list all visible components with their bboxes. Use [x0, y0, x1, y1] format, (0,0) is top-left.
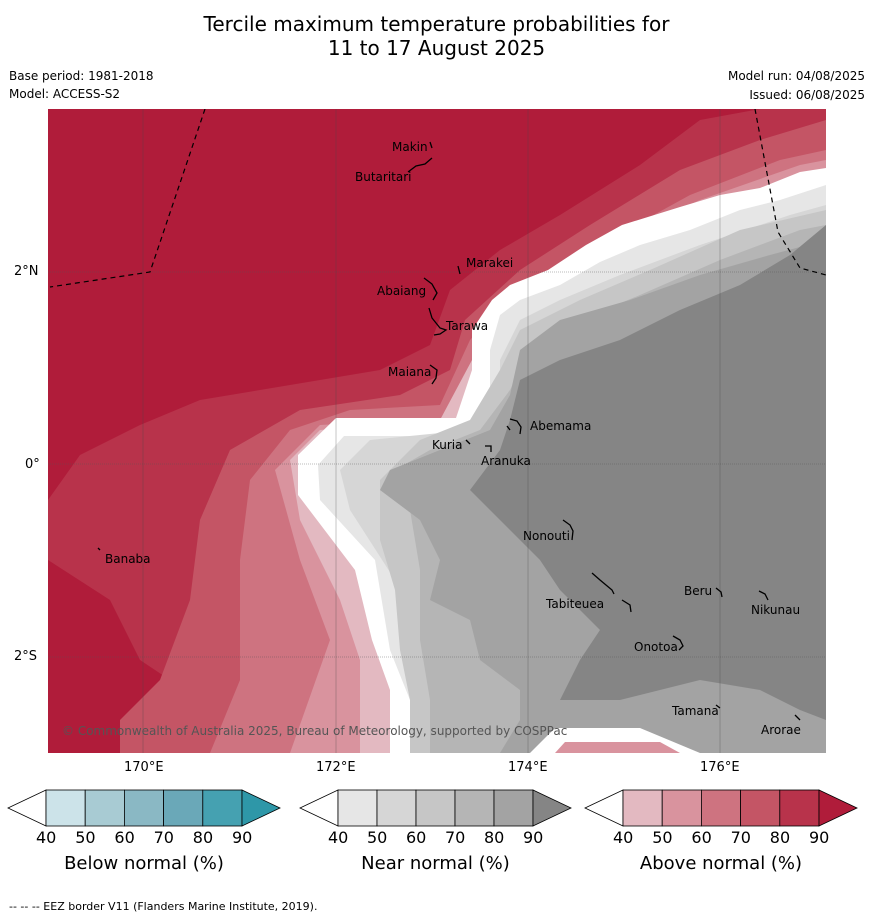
model-name: Model: ACCESS-S2 [9, 87, 121, 101]
title-line-2: 11 to 17 August 2025 [327, 36, 546, 60]
colorbar-tick: 90 [523, 828, 544, 847]
colorbar-tick: 40 [613, 828, 634, 847]
lon-label-176e: 176°E [700, 760, 740, 775]
colorbar-segment [163, 789, 204, 827]
place-aranuka: Aranuka [481, 454, 531, 468]
place-nonouti: Nonouti [523, 529, 570, 543]
colorbar-tick: 50 [367, 828, 388, 847]
colorbar-3 [584, 789, 858, 827]
colorbar-segment [779, 789, 820, 827]
lon-label-174e: 174°E [508, 760, 548, 775]
colorbar-2 [299, 789, 572, 827]
colorbar-tick: 80 [484, 828, 505, 847]
lat-label-2n: 2°N [14, 264, 39, 279]
issued-date: Issued: 06/08/2025 [749, 88, 865, 102]
colorbar-segment [454, 789, 495, 827]
colorbar-title: Above normal (%) [639, 853, 803, 874]
lat-label-2s: 2°S [14, 649, 38, 664]
place-abaiang: Abaiang [377, 284, 427, 298]
colorbar-min-extend [584, 789, 624, 827]
place-beru: Beru [684, 584, 713, 598]
eez-border [49, 109, 826, 288]
place-tarawa: Tarawa [446, 319, 489, 333]
place-nikunau: Nikunau [751, 603, 801, 617]
colorbar-tick: 90 [809, 828, 830, 847]
place-onotoa: Onotoa [634, 640, 678, 654]
lon-label-172e: 172°E [316, 760, 356, 775]
colorbar-segment [493, 789, 534, 827]
colorbar-tick: 40 [328, 828, 349, 847]
colorbar-segment [45, 789, 86, 827]
place-makin: Makin [392, 140, 428, 154]
colorbar-tick: 70 [153, 828, 174, 847]
colorbar-tick: 70 [730, 828, 751, 847]
colorbar-segment [661, 789, 702, 827]
model-run: Model run: 04/08/2025 [727, 69, 865, 83]
colorbar-tick: 80 [192, 828, 214, 847]
colorbar-max-extend [241, 789, 281, 827]
colorbar-max-extend [532, 789, 572, 827]
colorbar-segment [84, 789, 125, 827]
colorbar-segment [415, 789, 456, 827]
copyright-notice: © Commonwealth of Australia 2025, Bureau… [62, 724, 568, 738]
colorbar-tick: 70 [445, 828, 466, 847]
colorbar-segment [124, 789, 165, 827]
colorbar-max-extend [818, 789, 858, 827]
island-shapes [97, 141, 801, 721]
colorbar-min-extend [299, 789, 339, 827]
map-title: Tercile maximum temperature probabilitie… [0, 12, 873, 60]
colorbar-tick: 60 [114, 828, 135, 847]
colorbar-1 [7, 789, 281, 827]
place-tabiteuea: Tabiteuea [546, 597, 605, 611]
eez-footnote: -- -- -- EEZ border V11 (Flanders Marine… [9, 900, 318, 913]
colorbar-segment [701, 789, 742, 827]
place-banaba: Banaba [105, 552, 151, 566]
colorbar-title: Near normal (%) [361, 853, 510, 874]
colorbar-segment [622, 789, 663, 827]
place-butaritari: Butaritari [355, 170, 412, 184]
place-kuria: Kuria [432, 438, 463, 452]
colorbar-min-extend [7, 789, 47, 827]
title-line-1: Tercile maximum temperature probabilitie… [203, 12, 670, 36]
colorbar-segment [202, 789, 243, 827]
colorbar-tick: 60 [406, 828, 427, 847]
place-abemama: Abemama [530, 419, 592, 433]
probability-field [48, 109, 826, 753]
colorbar-segment [337, 789, 378, 827]
colorbar-segment [376, 789, 417, 827]
place-tamana: Tamana [672, 704, 719, 718]
base-period: Base period: 1981-2018 [9, 69, 154, 83]
place-arorae: Arorae [761, 723, 801, 737]
colorbar-title: Below normal (%) [64, 853, 224, 874]
place-maiana: Maiana [388, 365, 432, 379]
colorbar-tick: 90 [232, 828, 253, 847]
colorbar-tick: 50 [75, 828, 96, 847]
lon-label-170e: 170°E [124, 760, 164, 775]
colorbar-tick: 80 [769, 828, 791, 847]
colorbar-tick: 60 [691, 828, 712, 847]
colorbar-tick: 50 [652, 828, 673, 847]
colorbar-tick: 40 [36, 828, 57, 847]
lat-label-0: 0° [25, 457, 40, 472]
place-marakei: Marakei [466, 256, 514, 270]
colorbar-segment [740, 789, 781, 827]
